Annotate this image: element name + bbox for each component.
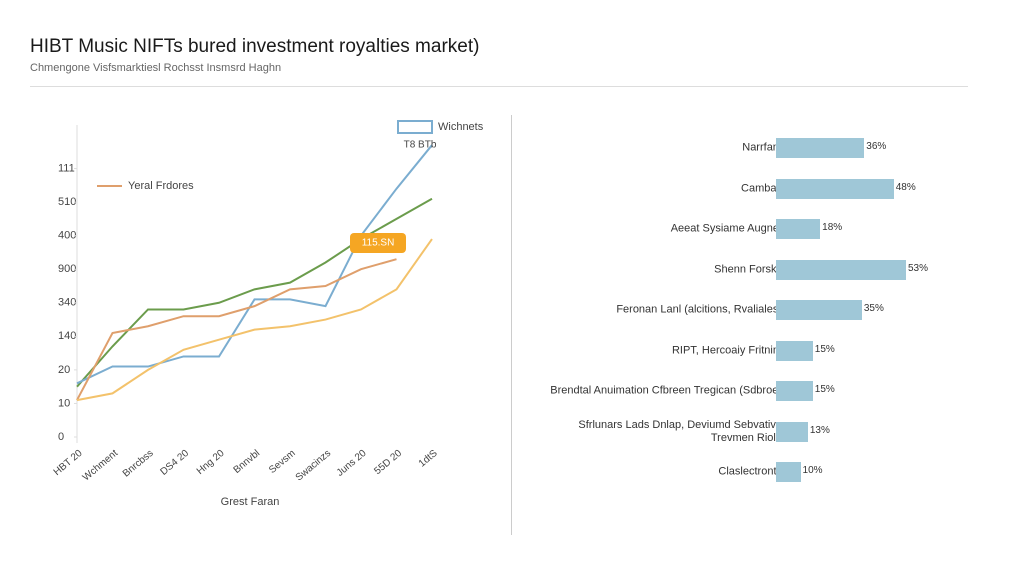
annotation: T8 BTb — [404, 140, 437, 151]
bar-row: Feronan Lanl (alcitions, Rvaliales) 35% — [520, 300, 1000, 320]
title: HIBT Music NIFTs bured investment royalt… — [30, 36, 480, 57]
bar — [776, 178, 894, 199]
x-tick-label: Sevsm — [267, 448, 297, 476]
y-tick-label: 340 — [58, 297, 76, 309]
value-label: 15% — [814, 384, 835, 395]
bar-row: Shenn Forsky 53% — [520, 259, 1000, 280]
value-label: 13% — [809, 424, 830, 436]
subtitle: Chmengone Visfsmarktiesl Rochsst Insmsrd… — [30, 62, 282, 74]
category-label: Narrfant — [742, 141, 782, 154]
category-label: Shenn Forsky — [714, 263, 782, 275]
x-tick-label: HBT 20 — [52, 448, 85, 478]
x-tick-label: Bnrcbss — [121, 448, 156, 480]
legend-label: Yeral Frdores — [128, 180, 194, 192]
series-line — [76, 258, 397, 401]
bar-row: Sfrlunars Lads Dnlap, Deviumd Sebvative … — [520, 418, 1000, 444]
value-label: 18% — [822, 222, 843, 233]
y-tick-label: 111 — [58, 162, 75, 174]
value-label: 10% — [802, 465, 823, 476]
y-tick-label: 400 — [58, 230, 76, 242]
bar — [776, 462, 801, 482]
bar — [776, 138, 865, 158]
bar — [776, 421, 808, 442]
value-label: 15% — [814, 343, 835, 355]
x-tick-label: Wchment — [81, 448, 121, 484]
x-tick-label: Hng 20 — [195, 448, 227, 477]
bar-row: Narrfant 36% — [520, 138, 1000, 158]
x-axis-label: Grest Faran — [221, 496, 280, 508]
bar-row: Brendtal Anuimation Cfbreen Tregican (Sd… — [520, 381, 1000, 401]
bar-row: RIPT, Hercoaiy Fritnim 15% — [520, 340, 1000, 361]
category-label: Feronan Lanl (alcitions, Rvaliales) — [616, 303, 782, 316]
y-tick-label: 900 — [58, 263, 76, 275]
x-tick-label: Bnnvbl — [232, 448, 262, 476]
annotation-badge — [350, 233, 406, 253]
y-tick-label: 0 — [58, 431, 64, 443]
y-tick-label: 510 — [58, 196, 76, 208]
category-label: Aeeat Sysiame Augnet — [670, 222, 782, 235]
y-tick-label: 10 — [58, 397, 70, 409]
bar-row: Claslectronts 10% — [520, 462, 1000, 482]
series-line — [76, 197, 433, 388]
legend-label: Wichnets — [438, 121, 484, 133]
bar — [776, 300, 862, 320]
bar-chart: Narrfant 36% Cambay 48% Aeeat Sysiame Augnet… — [520, 120, 1000, 500]
value-label: 36% — [866, 141, 887, 152]
bar — [776, 219, 821, 239]
bar-row: Cambay 48% — [520, 178, 1000, 199]
value-label: 48% — [895, 181, 916, 193]
x-tick-label: 1dtS — [417, 448, 440, 470]
category-label: Cambay — [741, 182, 782, 194]
divider — [30, 86, 968, 87]
x-tick-label: DS4 20 — [159, 448, 192, 478]
value-label: 53% — [908, 262, 929, 274]
series-line — [76, 144, 433, 385]
separator — [511, 115, 512, 535]
bar-row: Aeeat Sysiame Augnet 18% — [520, 219, 1000, 239]
category-label: Claslectronts — [718, 465, 782, 478]
bar — [776, 381, 813, 401]
series-line — [76, 238, 433, 402]
x-tick-label: 55D 20 — [372, 448, 404, 477]
y-tick-label: 20 — [58, 364, 70, 376]
x-tick-label: Juns 20 — [335, 448, 369, 479]
category-label: RIPT, Hercoaiy Fritnim — [671, 344, 782, 356]
category-label: Brendtal Anuimation Cfbreen Tregican (Sd… — [550, 384, 782, 397]
value-label: 35% — [863, 303, 884, 314]
y-tick-label: 140 — [58, 330, 76, 342]
bar — [776, 340, 813, 361]
annotation: 115.SN — [362, 238, 395, 249]
x-tick-label: Swacinzs — [294, 448, 333, 484]
category-label: Sfrlunars Lads Dnlap, Deviumd Sebvative … — [578, 418, 782, 444]
bar — [776, 259, 906, 280]
legend-swatch — [397, 120, 433, 134]
